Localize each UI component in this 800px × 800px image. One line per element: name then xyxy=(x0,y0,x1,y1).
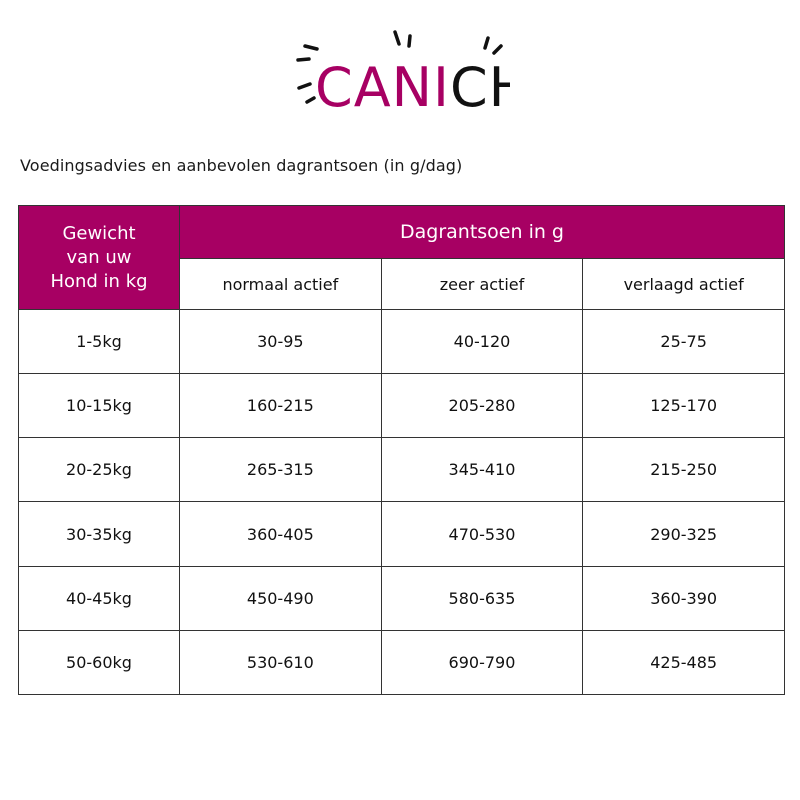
value-cell: 470-530 xyxy=(380,501,584,567)
table-row: 30-35kg 360-405 470-530 290-325 xyxy=(18,501,785,567)
value-cell: 425-485 xyxy=(582,629,785,696)
column-header-normal: normaal actief xyxy=(179,258,382,310)
value-cell: 290-325 xyxy=(582,501,785,567)
weight-cell: 1-5kg xyxy=(18,308,180,375)
weight-cell: 40-45kg xyxy=(18,565,180,631)
logo-wordmark-cani: CANI xyxy=(315,56,450,119)
table-row: 40-45kg 450-490 580-635 360-390 xyxy=(18,565,785,631)
value-cell: 580-635 xyxy=(380,565,584,631)
weight-header-line1: Gewicht xyxy=(62,222,136,244)
ration-group-header: Dagrantsoen in g xyxy=(179,205,785,259)
value-cell: 530-610 xyxy=(179,629,382,696)
value-cell: 125-170 xyxy=(582,373,785,439)
value-cell: 360-405 xyxy=(179,501,382,567)
weight-cell: 10-15kg xyxy=(18,373,180,439)
value-cell: 690-790 xyxy=(380,629,584,696)
value-cell: 40-120 xyxy=(380,308,584,375)
weight-cell: 30-35kg xyxy=(18,501,180,567)
value-cell: 215-250 xyxy=(582,437,785,503)
value-cell: 450-490 xyxy=(179,565,382,631)
table-row: 20-25kg 265-315 345-410 215-250 xyxy=(18,437,785,503)
value-cell: 25-75 xyxy=(582,308,785,375)
value-cell: 30-95 xyxy=(179,308,382,375)
table-row: 10-15kg 160-215 205-280 125-170 xyxy=(18,373,785,439)
canichef-logo: CANICHEF xyxy=(295,26,510,121)
column-header-reduced: verlaagd actief xyxy=(582,258,785,310)
value-cell: 345-410 xyxy=(380,437,584,503)
weight-column-header: Gewicht van uw Hond in kg xyxy=(18,205,180,310)
value-cell: 360-390 xyxy=(582,565,785,631)
weight-cell: 20-25kg xyxy=(18,437,180,503)
column-header-very-active: zeer actief xyxy=(380,258,584,310)
daily-ration-table: Gewicht van uw Hond in kg Dagrantsoen in… xyxy=(18,205,785,696)
logo-wordmark-chef: CHEF xyxy=(450,56,510,119)
value-cell: 265-315 xyxy=(179,437,382,503)
weight-header-line2: van uw xyxy=(66,246,132,268)
table-row: 1-5kg 30-95 40-120 25-75 xyxy=(18,308,785,375)
weight-header-line3: Hond in kg xyxy=(50,270,148,292)
logo-wordmark: CANICHEF xyxy=(315,56,510,119)
value-cell: 160-215 xyxy=(179,373,382,439)
value-cell: 205-280 xyxy=(380,373,584,439)
weight-cell: 50-60kg xyxy=(18,629,180,696)
table-row: 50-60kg 530-610 690-790 425-485 xyxy=(18,629,785,696)
canichef-logo-graphic: CANICHEF xyxy=(296,30,510,119)
page-subtitle: Voedingsadvies en aanbevolen dagrantsoen… xyxy=(20,156,463,175)
